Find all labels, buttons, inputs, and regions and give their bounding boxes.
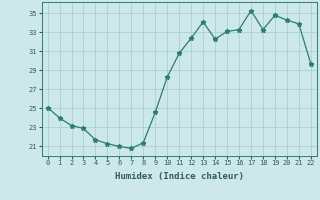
X-axis label: Humidex (Indice chaleur): Humidex (Indice chaleur): [115, 172, 244, 181]
